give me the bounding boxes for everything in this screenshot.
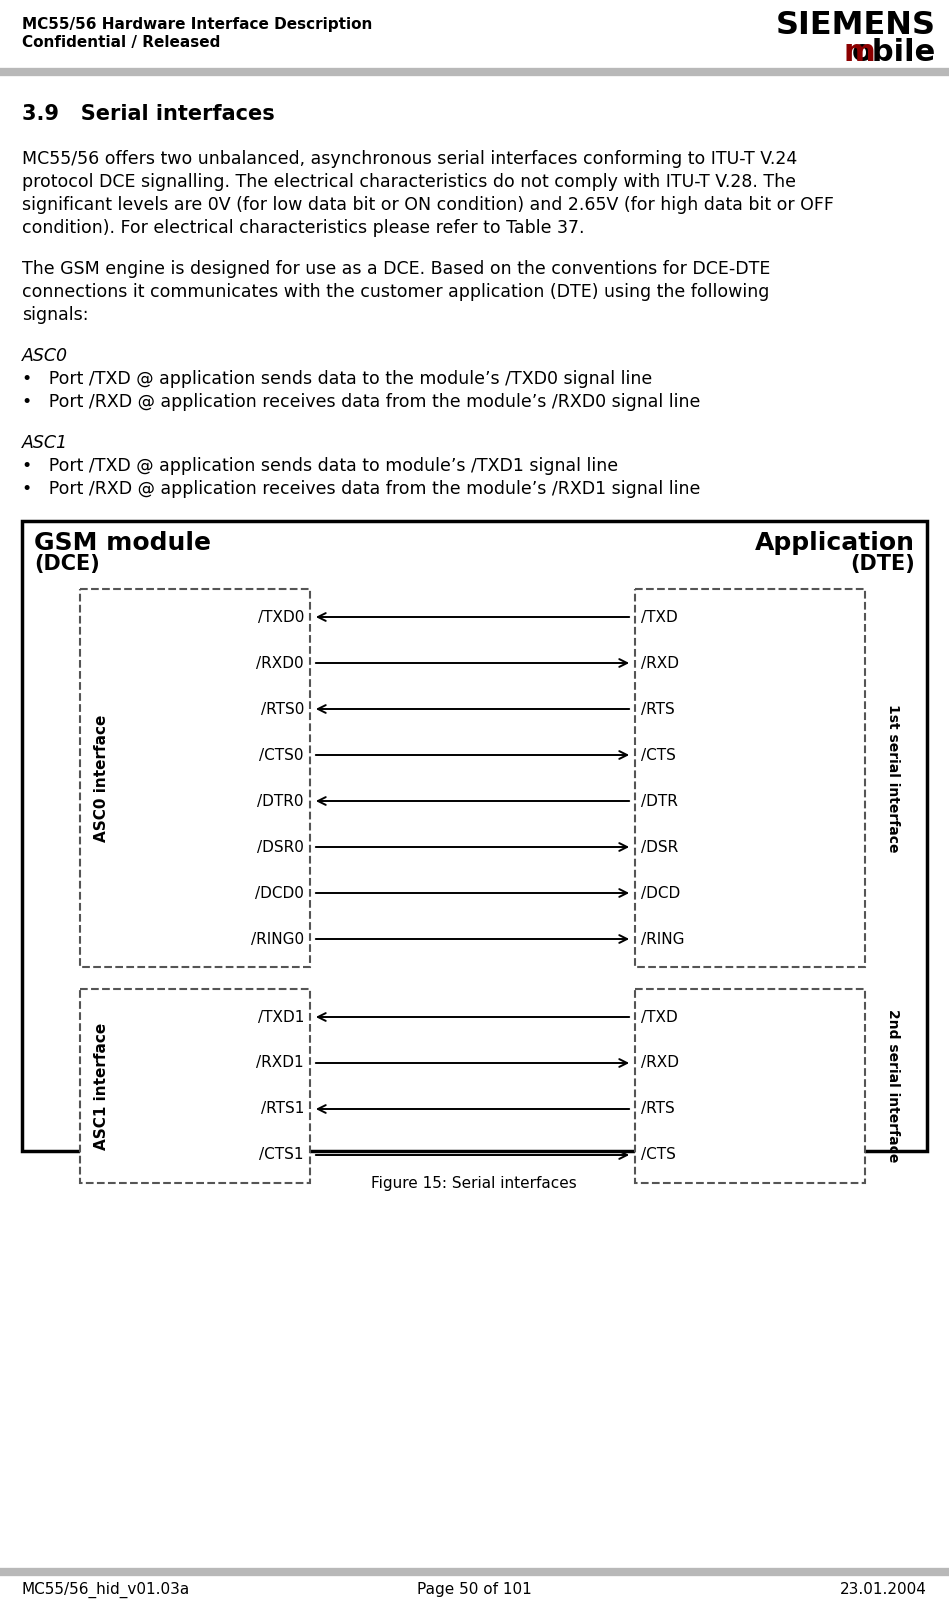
Text: protocol DCE signalling. The electrical characteristics do not comply with ITU-T: protocol DCE signalling. The electrical …: [22, 173, 796, 191]
Text: •   Port /TXD @ application sends data to the module’s /TXD0 signal line: • Port /TXD @ application sends data to …: [22, 371, 652, 388]
Text: /RTS1: /RTS1: [261, 1102, 304, 1116]
Text: /DSR0: /DSR0: [257, 840, 304, 854]
Text: /RXD0: /RXD0: [256, 655, 304, 670]
Text: (DCE): (DCE): [34, 553, 100, 574]
Text: Figure 15: Serial interfaces: Figure 15: Serial interfaces: [371, 1176, 577, 1191]
Text: /TXD0: /TXD0: [257, 610, 304, 625]
Text: •   Port /RXD @ application receives data from the module’s /RXD1 signal line: • Port /RXD @ application receives data …: [22, 481, 700, 498]
Text: Page 50 of 101: Page 50 of 101: [417, 1582, 531, 1597]
Text: The GSM engine is designed for use as a DCE. Based on the conventions for DCE-DT: The GSM engine is designed for use as a …: [22, 260, 771, 278]
Text: (DTE): (DTE): [850, 553, 915, 574]
Text: /DTR0: /DTR0: [257, 793, 304, 809]
Text: ASC0 interface: ASC0 interface: [95, 714, 109, 841]
Text: signals:: signals:: [22, 306, 88, 324]
Text: 1st serial interface: 1st serial interface: [886, 704, 900, 853]
Text: /CTS1: /CTS1: [259, 1147, 304, 1162]
Bar: [80, 989, 310, 1183]
Text: •   Port /TXD @ application sends data to module’s /TXD1 signal line: • Port /TXD @ application sends data to …: [22, 456, 618, 476]
Text: /CTS: /CTS: [641, 1147, 676, 1162]
Text: connections it communicates with the customer application (DTE) using the follow: connections it communicates with the cus…: [22, 283, 770, 301]
Text: 2nd serial interface: 2nd serial interface: [886, 1010, 900, 1163]
Bar: [635, 589, 865, 968]
Text: SIEMENS: SIEMENS: [776, 10, 936, 40]
Text: /TXD1: /TXD1: [257, 1010, 304, 1024]
Text: MC55/56 offers two unbalanced, asynchronous serial interfaces conforming to ITU-: MC55/56 offers two unbalanced, asynchron…: [22, 150, 797, 168]
Text: obile: obile: [852, 37, 936, 66]
Text: /CTS: /CTS: [641, 748, 676, 762]
Text: /RING: /RING: [641, 932, 684, 947]
Text: /RXD: /RXD: [641, 655, 679, 670]
Text: /TXD: /TXD: [641, 1010, 678, 1024]
Text: ASC1: ASC1: [22, 434, 68, 451]
Text: /RTS: /RTS: [641, 1102, 675, 1116]
Text: significant levels are 0V (for low data bit or ON condition) and 2.65V (for high: significant levels are 0V (for low data …: [22, 196, 834, 214]
Text: MC55/56 Hardware Interface Description: MC55/56 Hardware Interface Description: [22, 18, 372, 32]
Text: MC55/56_hid_v01.03a: MC55/56_hid_v01.03a: [22, 1582, 190, 1599]
Text: 3.9   Serial interfaces: 3.9 Serial interfaces: [22, 104, 275, 125]
Text: /DSR: /DSR: [641, 840, 679, 854]
Text: ASC0: ASC0: [22, 346, 68, 366]
Text: /DCD: /DCD: [641, 885, 680, 901]
Text: condition). For electrical characteristics please refer to Table 37.: condition). For electrical characteristi…: [22, 218, 585, 236]
Text: /DTR: /DTR: [641, 793, 678, 809]
Text: •   Port /RXD @ application receives data from the module’s /RXD0 signal line: • Port /RXD @ application receives data …: [22, 393, 700, 411]
Text: /RING0: /RING0: [251, 932, 304, 947]
Text: Confidential / Released: Confidential / Released: [22, 36, 220, 50]
Bar: [22, 521, 927, 1150]
Text: m: m: [844, 37, 876, 66]
Text: Application: Application: [755, 531, 915, 555]
Text: /RXD: /RXD: [641, 1055, 679, 1071]
Text: /RTS0: /RTS0: [261, 702, 304, 717]
Text: /RXD1: /RXD1: [256, 1055, 304, 1071]
Bar: [635, 989, 865, 1183]
Text: ASC1 interface: ASC1 interface: [95, 1023, 109, 1150]
Text: /RTS: /RTS: [641, 702, 675, 717]
Text: /TXD: /TXD: [641, 610, 678, 625]
Text: 23.01.2004: 23.01.2004: [840, 1582, 927, 1597]
Text: GSM module: GSM module: [34, 531, 211, 555]
Bar: [80, 589, 310, 968]
Text: /CTS0: /CTS0: [259, 748, 304, 762]
Text: /DCD0: /DCD0: [255, 885, 304, 901]
